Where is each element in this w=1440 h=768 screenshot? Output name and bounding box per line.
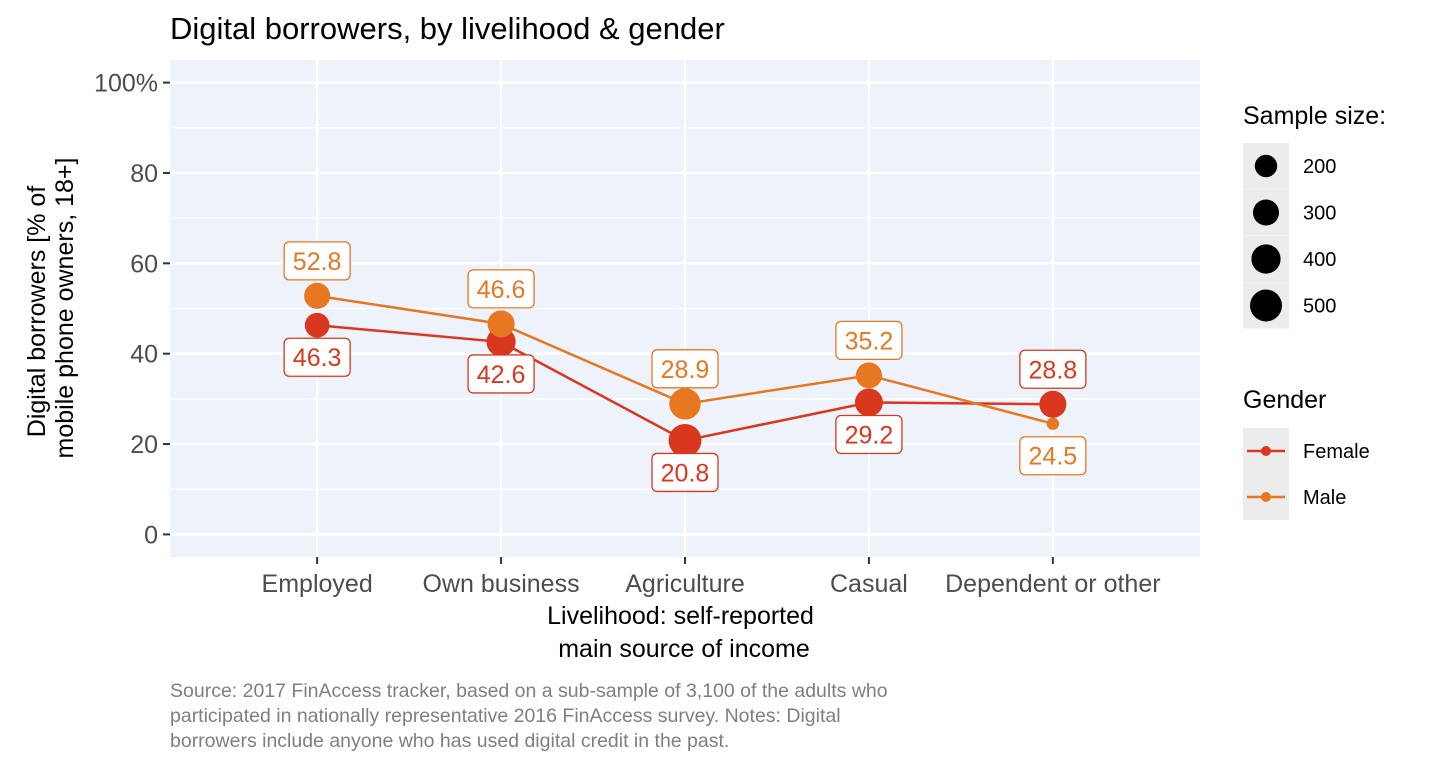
data-label-box: [1019, 349, 1087, 389]
size-legend-dot: [1254, 154, 1278, 178]
color-legend-title: Gender: [1243, 386, 1326, 414]
series-points: [304, 282, 1067, 457]
size-legend-dot: [1250, 289, 1282, 322]
x-tick-label: Agriculture: [625, 570, 745, 598]
data-point-female: [1039, 390, 1067, 418]
data-label-text: 24.5: [1029, 443, 1078, 471]
size-legend-label: 400: [1303, 249, 1336, 271]
caption: Source: 2017 FinAccess tracker, based on…: [170, 680, 893, 752]
y-tick-label: 40: [130, 341, 158, 369]
size-legend-dot: [1252, 199, 1280, 226]
data-point-male: [669, 388, 701, 420]
data-label-male: 35.2: [835, 320, 903, 361]
data-label-box: [835, 320, 903, 361]
x-axis-title: Livelihood: self-reported main source of…: [547, 602, 821, 663]
size-legend-dot: [1251, 244, 1281, 274]
data-label-box: [283, 337, 351, 377]
x-tick-label: Own business: [423, 570, 580, 598]
data-label-text: 52.8: [293, 248, 342, 276]
size-legend: Sample size: 200 300 400 500: [1243, 102, 1386, 329]
chart-title: Digital borrowers, by livelihood & gende…: [170, 11, 725, 46]
size-legend-label: 300: [1303, 203, 1336, 225]
y-tick-label: 20: [130, 431, 158, 459]
data-label-text: 46.3: [293, 344, 342, 372]
data-label-text: 29.2: [845, 421, 894, 449]
data-point-female: [304, 312, 330, 338]
data-label-box: [651, 349, 719, 389]
color-legend-label: Female: [1303, 441, 1370, 463]
y-axis: 0 20 40 60 80 100%: [94, 70, 170, 549]
data-label-female: 29.2: [835, 414, 903, 455]
data-label-text: 42.6: [477, 361, 526, 389]
data-label-male: 46.6: [467, 269, 535, 309]
color-legend-dot: [1261, 492, 1271, 502]
data-point-male: [487, 310, 515, 338]
data-point-female: [854, 388, 883, 417]
data-point-female: [668, 423, 702, 457]
color-legend-label: Male: [1303, 487, 1346, 509]
data-label-box: [467, 269, 535, 309]
data-label-male: 24.5: [1019, 436, 1087, 476]
color-legend-dot: [1261, 446, 1271, 456]
color-legend: Gender Female Male: [1243, 386, 1370, 520]
size-legend-title: Sample size:: [1243, 102, 1386, 130]
data-label-male: 52.8: [283, 241, 351, 281]
x-axis: Employed Own business Agriculture Casual Dep…: [262, 557, 1161, 598]
x-tick-label: Casual: [830, 570, 908, 598]
data-label-text: 20.8: [661, 459, 710, 487]
data-point-male: [1046, 417, 1060, 430]
data-point-male: [304, 282, 331, 309]
y-axis-title: Digital borrowers [% of mobile phone own…: [23, 158, 79, 459]
data-label-box: [835, 414, 903, 455]
data-label-female: 28.8: [1019, 349, 1087, 389]
y-tick-label: 0: [144, 521, 158, 549]
y-tick-label: 60: [130, 250, 158, 278]
data-point-male: [855, 362, 882, 389]
data-label-female: 42.6: [467, 354, 535, 394]
data-label-text: 28.8: [1029, 356, 1078, 384]
data-label-box: [467, 354, 535, 394]
x-tick-label: Employed: [262, 570, 373, 598]
size-legend-label: 500: [1303, 296, 1336, 318]
data-label-box: [651, 452, 719, 493]
data-label-box: [1019, 436, 1087, 476]
x-tick-label: Dependent or other: [945, 570, 1160, 598]
y-tick-label: 100%: [94, 70, 158, 98]
data-label-box: [283, 241, 351, 281]
data-label-female: 20.8: [651, 452, 719, 493]
data-label-text: 35.2: [845, 327, 894, 355]
size-legend-label: 200: [1303, 156, 1336, 178]
y-tick-label: 80: [130, 160, 158, 188]
data-label-text: 46.6: [477, 276, 526, 304]
data-label-text: 28.9: [661, 356, 710, 384]
data-labels: 46.3 42.6 20.8 29.2 28.8 52.8 46.6 28.9 35.2 24.5: [283, 241, 1087, 493]
data-label-male: 28.9: [651, 349, 719, 389]
data-label-female: 46.3: [283, 337, 351, 377]
